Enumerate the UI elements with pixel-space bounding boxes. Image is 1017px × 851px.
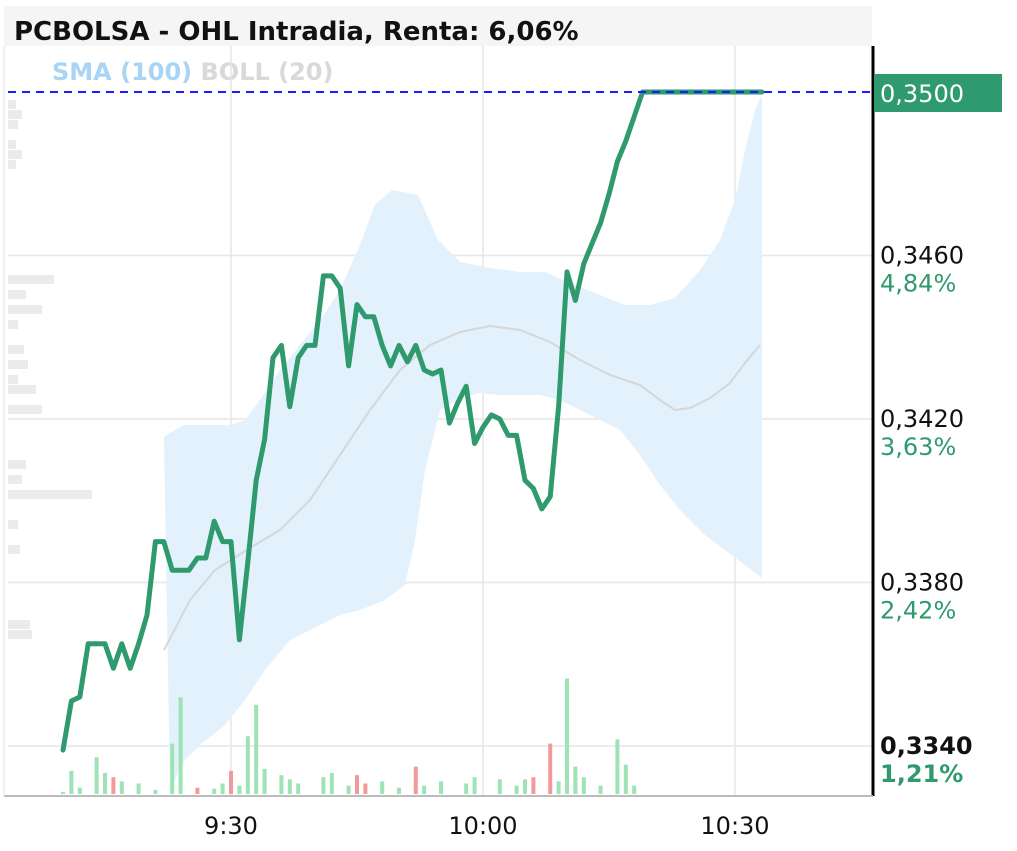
volume-bar [195, 787, 200, 794]
depth-bar [8, 405, 42, 414]
y-tick-percent: 4,84% [880, 270, 956, 298]
y-tick-label: 0,3420 [880, 405, 964, 433]
depth-bar [8, 490, 92, 499]
axis-corner [874, 798, 1014, 846]
volume-bar [178, 697, 183, 794]
volume-bar [573, 766, 578, 794]
volume-bar [153, 789, 158, 794]
current-price-tag [874, 74, 1002, 112]
title-bar: PCBOLSA - OHL Intradia, Renta: 6,06% [4, 6, 872, 47]
volume-bar [61, 791, 65, 794]
depth-bar [8, 375, 18, 384]
volume-bar [464, 783, 469, 794]
volume-bar [103, 773, 107, 794]
volume-bar [69, 770, 74, 794]
chart-title: PCBOLSA - OHL Intradia, Renta: 6,06% [14, 17, 579, 47]
depth-bar [8, 620, 30, 629]
volume-bar [245, 736, 250, 794]
volume-bar [556, 781, 561, 794]
depth-bar [8, 320, 18, 329]
volume-bar [170, 743, 175, 794]
volume-bar [220, 783, 225, 794]
x-tick-label: 9:30 [204, 812, 258, 840]
volume-bar [346, 785, 351, 794]
volume-bar [380, 781, 385, 794]
depth-bar [8, 110, 22, 119]
volume-bar [565, 678, 569, 794]
volume-bar [422, 785, 427, 794]
depth-bar [8, 100, 16, 109]
bollinger-band [164, 95, 762, 790]
volume-bar [397, 787, 401, 794]
depth-bar [8, 275, 54, 284]
volume-bar [254, 704, 259, 794]
sma-line [163, 324, 761, 651]
volume-bar [598, 785, 603, 794]
y-tick-percent: 3,63% [880, 433, 956, 461]
price-line [60, 89, 765, 753]
volume-bar [623, 764, 628, 794]
y-tick-label: 0,3340 [880, 732, 973, 760]
volume-bar [329, 773, 334, 794]
depth-bar [8, 475, 22, 484]
volume-bar [581, 777, 586, 794]
volume-bar [615, 739, 620, 794]
volume-bar [497, 779, 502, 794]
volume-bar [94, 757, 99, 794]
current-price-label: 0,3500 [880, 80, 964, 108]
depth-bar [8, 360, 28, 369]
volume-bar [472, 777, 477, 794]
volume-bar [632, 785, 637, 794]
volume-bar [119, 781, 124, 794]
volume-bar [136, 783, 141, 794]
depth-bar [8, 385, 36, 394]
y-tick-label: 0,3380 [880, 569, 964, 597]
volume-bar [77, 787, 82, 794]
depth-bar [8, 545, 20, 554]
volume-bar [229, 770, 233, 794]
volume-bar [296, 783, 301, 794]
volume-bar [212, 788, 217, 794]
volume-bar [523, 779, 527, 794]
depth-bar [8, 140, 16, 149]
x-tick-label: 10:00 [448, 812, 517, 840]
legend-sma: SMA (100) [52, 58, 193, 86]
volume-bar [279, 775, 284, 794]
y-tick-percent: 2,42% [880, 597, 956, 625]
x-tick-label: 10:30 [700, 812, 769, 840]
volume-bar [548, 743, 553, 794]
volume-bar [531, 777, 536, 794]
x-axis-band [4, 798, 873, 846]
depth-bar [8, 460, 26, 469]
depth-bar [8, 160, 16, 169]
legend-boll: BOLL (20) [200, 58, 334, 86]
y-tick-label: 0,3460 [880, 242, 964, 270]
volume-bar [355, 775, 359, 794]
depth-bar [8, 150, 22, 159]
volume-bar [413, 766, 418, 794]
depth-bar [8, 630, 32, 639]
volume-bar [262, 768, 267, 794]
volume-bar [439, 781, 443, 794]
volume-bar [514, 785, 519, 794]
volume-bar [287, 779, 292, 794]
depth-bar [8, 305, 42, 314]
depth-bar [8, 120, 18, 129]
y-tick-percent: 1,21% [880, 760, 963, 788]
volume-bar [237, 785, 242, 794]
volume-bar [363, 783, 368, 794]
depth-bar [8, 290, 26, 299]
depth-bar [8, 520, 18, 529]
legend: SMA (100) BOLL (20) [52, 58, 333, 86]
depth-bar [8, 345, 24, 354]
volume-bar [321, 777, 326, 794]
volume-bar [111, 777, 116, 794]
